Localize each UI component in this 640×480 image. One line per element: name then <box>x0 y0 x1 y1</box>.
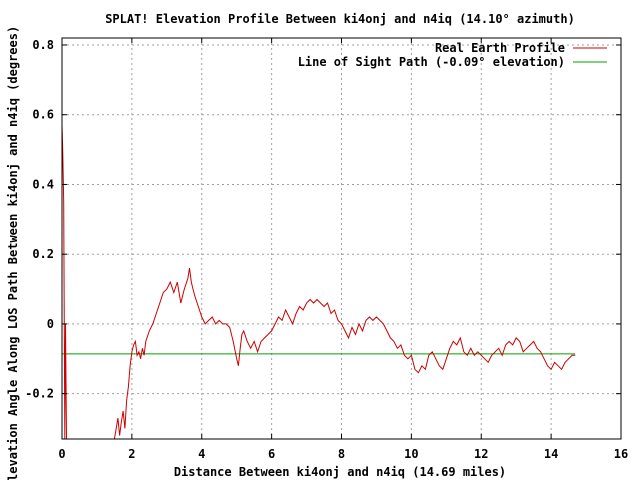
series-layer <box>61 125 576 440</box>
y-axis-label: Elevation Angle Along LOS Path Between k… <box>6 26 20 480</box>
x-tick-label: 10 <box>404 447 418 461</box>
axis-ticks: 0 2 4 6 8 10 12 14 16 -0.2 0 0.2 0.4 0.6 0.8 <box>25 38 628 461</box>
y-tick-label: 0.4 <box>32 177 54 191</box>
x-tick-label: 12 <box>474 447 488 461</box>
x-tick-label: 2 <box>128 447 135 461</box>
legend-label-line-of-sight: Line of Sight Path (-0.09° elevation) <box>298 55 565 69</box>
y-tick-label: 0.6 <box>32 108 54 122</box>
legend: Real Earth Profile Line of Sight Path (-… <box>298 41 607 69</box>
y-tick-label: 0.8 <box>32 38 54 52</box>
series-real-earth-profile <box>61 125 576 440</box>
x-tick-label: 14 <box>544 447 558 461</box>
x-tick-label: 6 <box>268 447 275 461</box>
chart-title: SPLAT! Elevation Profile Between ki4onj … <box>105 12 575 26</box>
legend-label-real-earth-profile: Real Earth Profile <box>435 41 565 55</box>
y-tick-label: 0.2 <box>32 247 54 261</box>
x-tick-label: 4 <box>198 447 205 461</box>
x-tick-label: 16 <box>614 447 628 461</box>
x-tick-label: 8 <box>338 447 345 461</box>
grid <box>62 38 621 439</box>
x-axis-label: Distance Between ki4onj and n4iq (14.69 … <box>174 465 506 479</box>
x-tick-label: 0 <box>58 447 65 461</box>
y-tick-label: 0 <box>47 317 54 331</box>
y-tick-label: -0.2 <box>25 387 54 401</box>
